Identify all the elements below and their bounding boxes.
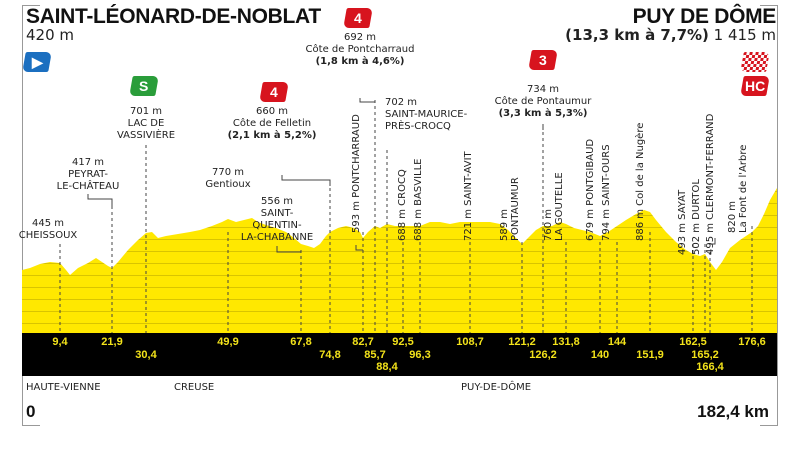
- marker-lines: [59, 100, 753, 333]
- km-mark: 85,7: [364, 349, 386, 361]
- town-label-font-de-larbre: La Font de l'Arbre: [738, 144, 749, 233]
- km-mark: 131,8: [552, 336, 580, 348]
- frame-corner: [22, 5, 40, 6]
- leader-lines: [87, 98, 716, 253]
- climb-hc-puy-de-dome-icon: HC: [740, 76, 770, 96]
- frame-right-border: [777, 5, 778, 425]
- town-label-saint-quentin: 556 m SAINT- QUENTIN- LA-CHABANNE: [240, 196, 314, 243]
- town-label-peyrat: 417 m PEYRAT- LE-CHÂTEAU: [56, 157, 120, 192]
- km-mark: 92,5: [392, 336, 414, 348]
- frame-left-border: [22, 5, 23, 425]
- town-label-saint-maurice: 702 m SAINT-MAURICE- PRÈS-CROCQ: [385, 97, 468, 132]
- km-mark: 151,9: [636, 349, 664, 361]
- town-label-pontgibaud: 679 m PONTGIBAUD: [585, 138, 596, 241]
- town-label-clermont-ferrand: 495 m CLERMONT-FERRAND: [705, 113, 716, 255]
- town-label-la-goutelle-alt: 760 m: [543, 208, 554, 241]
- climb-cat3-pontaumur-icon: 3: [528, 50, 558, 70]
- distance-start: 0: [26, 402, 36, 421]
- town-label-saint-avit: 721 m SAINT-AVIT: [463, 151, 474, 241]
- km-mark: 9,4: [52, 336, 68, 348]
- km-mark: 108,7: [456, 336, 484, 348]
- town-label-gentioux: 770 m Gentioux: [205, 167, 251, 190]
- km-mark: 49,9: [217, 336, 239, 348]
- town-label-pontcharraud: 593 m PONTCHARRAUD: [351, 114, 362, 233]
- finish-checkered-icon: [740, 52, 770, 72]
- climb-label-pontaumur: 734 m Côte de Pontaumur (3,3 km à 5,3%): [494, 84, 592, 119]
- km-mark: 96,3: [409, 349, 431, 361]
- town-label-saint-ours: 794 m SAINT-OURS: [601, 144, 612, 241]
- town-label-col-de-la-nugere: 886 m Col de la Nugère: [635, 122, 646, 241]
- town-label-basville: 688 m BASVILLE: [413, 158, 424, 242]
- frame-corner: [22, 425, 40, 426]
- town-label-la-goutelle: LA GOUTELLE: [554, 172, 565, 241]
- km-bar: [22, 333, 777, 376]
- finish-town: PUY DE DÔME: [632, 5, 777, 28]
- town-label-sayat: 493 m SAYAT: [677, 189, 688, 255]
- climb-label-felletin: 660 m Côte de Felletin (2,1 km à 5,2%): [227, 106, 317, 141]
- town-label-font-de-larbre-alt: 820 m: [727, 200, 738, 233]
- km-mark: 67,8: [290, 336, 312, 348]
- km-mark: 144: [607, 336, 627, 348]
- town-label-pontaumur-alt: 589 m: [499, 208, 510, 241]
- intermediate-sprint-icon: S: [129, 76, 159, 96]
- km-mark: 88,4: [376, 361, 398, 373]
- frame-corner: [760, 425, 778, 426]
- climb-cat4-felletin-icon: 4: [259, 82, 289, 102]
- start-flag-icon: ▶: [22, 52, 52, 72]
- km-mark: 176,6: [738, 336, 766, 348]
- region-haute-vienne: HAUTE-VIENNE: [26, 382, 101, 393]
- climb-label-pontcharraud: 692 m Côte de Pontcharraud (1,8 km à 4,6…: [305, 32, 415, 67]
- region-creuse: CREUSE: [174, 382, 215, 393]
- km-mark: 30,4: [135, 349, 157, 361]
- distance-end: 182,4 km: [697, 402, 769, 421]
- town-label-durtol: 502 m DURTOL: [691, 179, 702, 255]
- climb-cat4-pontcharraud-icon: 4: [343, 8, 373, 28]
- km-mark: 126,2: [529, 349, 557, 361]
- finish-info: (13,3 km à 7,7%) 1 415 m: [565, 26, 776, 44]
- km-mark: 162,5: [679, 336, 707, 348]
- town-label-cheissoux: 445 m CHEISSOUX: [18, 218, 78, 241]
- km-mark: 21,9: [101, 336, 123, 348]
- finish-altitude: 1 415 m: [713, 26, 776, 44]
- region-puy-de-dome: PUY-DE-DÔME: [461, 382, 532, 393]
- town-label-crocq: 688 m CROCQ: [397, 169, 408, 241]
- town-label-pontaumur: PONTAUMUR: [510, 177, 521, 241]
- km-mark: 121,2: [508, 336, 536, 348]
- sprint-label: 701 m LAC DE VASSIVIÈRE: [116, 106, 176, 141]
- profile-area: [22, 188, 777, 333]
- start-altitude: 420 m: [26, 26, 75, 44]
- frame-corner: [760, 5, 778, 6]
- km-mark: 74,8: [319, 349, 341, 361]
- km-mark: 140: [590, 349, 610, 361]
- km-mark: 165,2: [691, 349, 719, 361]
- km-mark: 82,7: [352, 336, 374, 348]
- km-mark: 166,4: [696, 361, 724, 373]
- finish-climb: (13,3 km à 7,7%): [565, 26, 709, 44]
- start-town: SAINT-LÉONARD-DE-NOBLAT: [26, 5, 321, 28]
